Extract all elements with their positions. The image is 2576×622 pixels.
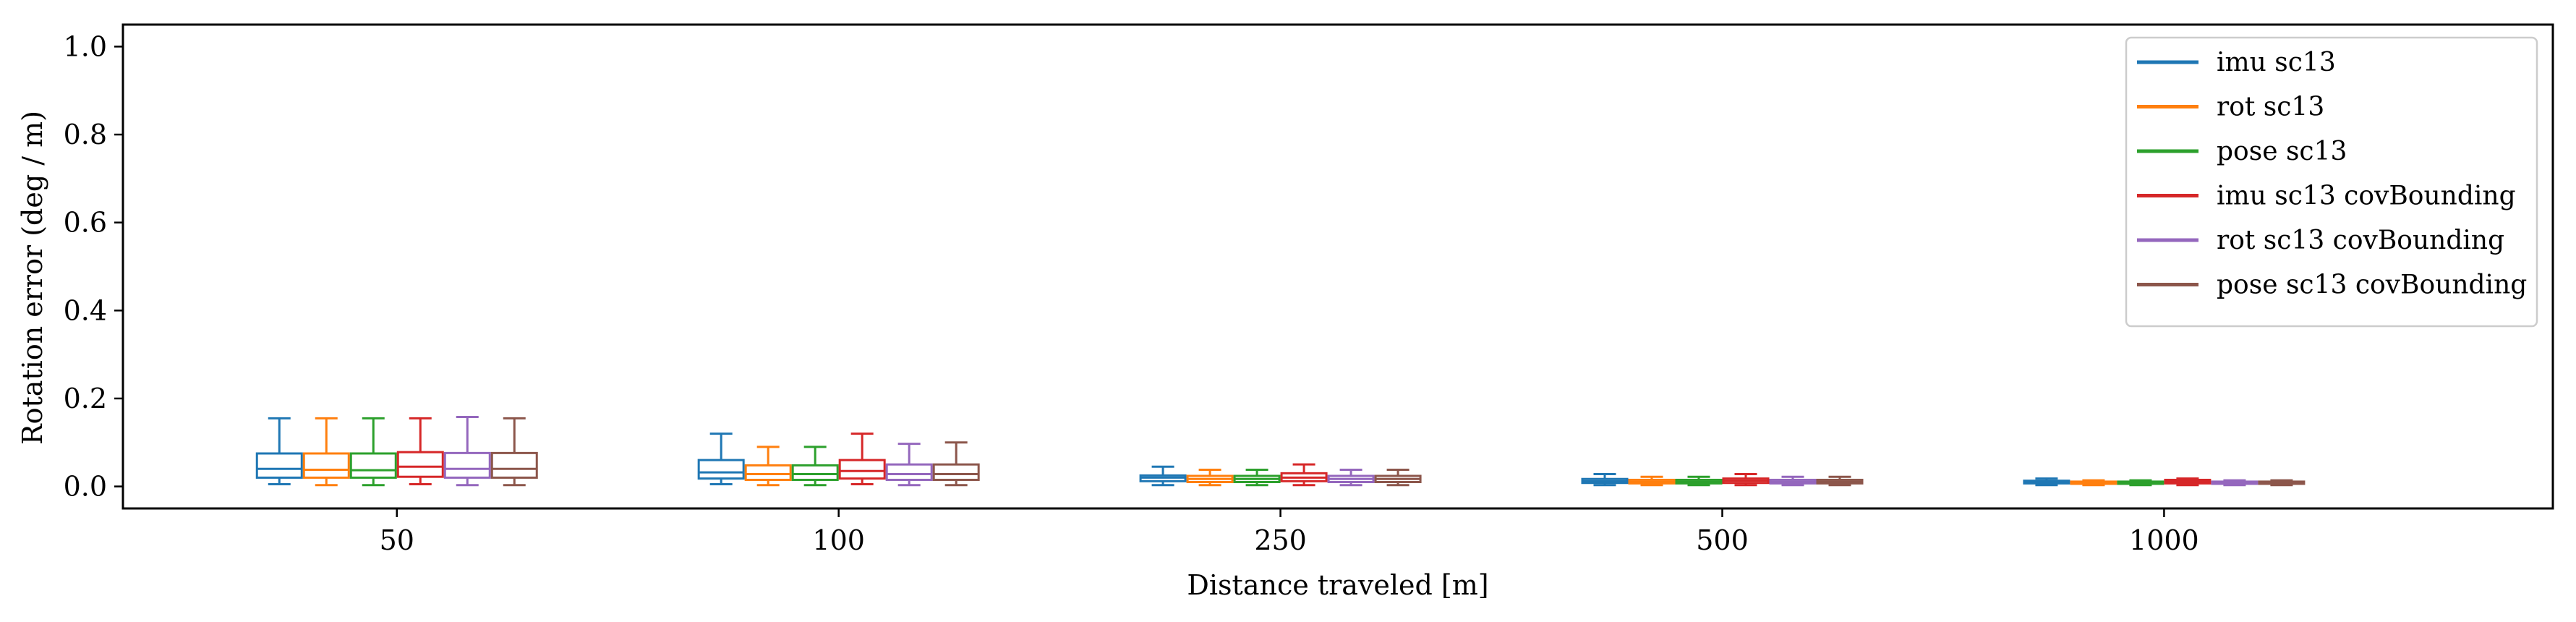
y-axis-label: Rotation error (deg / m) xyxy=(17,111,48,445)
plot-frame xyxy=(121,23,2554,510)
box xyxy=(697,459,745,480)
box xyxy=(349,452,397,479)
x-axis-label: Distance traveled [m] xyxy=(1187,569,1488,601)
box xyxy=(443,451,491,479)
legend-entry-label: rot sc13 covBounding xyxy=(2217,226,2504,255)
series-group xyxy=(490,417,2306,487)
legend-box xyxy=(2125,36,2538,328)
x-tick-label: 250 xyxy=(1254,524,1307,556)
legend-entry-label: pose sc13 xyxy=(2217,137,2347,166)
y-tick-label: 0.8 xyxy=(64,119,107,150)
series-group xyxy=(349,417,2165,487)
box xyxy=(255,452,303,479)
x-tick-label: 1000 xyxy=(2129,524,2199,556)
box xyxy=(490,451,538,479)
box xyxy=(396,451,444,478)
box xyxy=(791,464,839,481)
y-tick-label: 0.6 xyxy=(64,207,107,239)
legend: imu sc13 rot sc13 pose sc13 imu sc13 covBou… xyxy=(2125,36,2538,328)
series-group xyxy=(396,417,2212,487)
series-group xyxy=(302,417,2117,487)
legend-entry-label: imu sc13 xyxy=(2217,48,2336,77)
box xyxy=(302,452,350,479)
legend-entry-label: imu sc13 covBounding xyxy=(2217,182,2516,211)
y-tick-label: 1.0 xyxy=(64,30,107,62)
x-tick-label: 500 xyxy=(1696,524,1749,556)
box xyxy=(885,463,933,481)
y-tick-label: 0.0 xyxy=(64,471,107,503)
box xyxy=(744,464,792,481)
legend-entry-label: rot sc13 xyxy=(2217,93,2324,122)
y-tick-label: 0.4 xyxy=(64,294,107,326)
axes: 0.0 0.2 0.4 0.6 0.8 1.0 50 100 250 500 1000 xyxy=(64,23,2554,556)
plot-data xyxy=(255,415,2306,487)
series-group xyxy=(443,415,2259,487)
y-tick-label: 0.2 xyxy=(64,383,107,414)
legend-entry-label: pose sc13 covBounding xyxy=(2217,270,2527,300)
box xyxy=(838,459,886,480)
x-tick-label: 100 xyxy=(812,524,865,556)
series-group xyxy=(255,417,2070,487)
box xyxy=(932,463,980,481)
x-tick-label: 50 xyxy=(380,524,414,556)
